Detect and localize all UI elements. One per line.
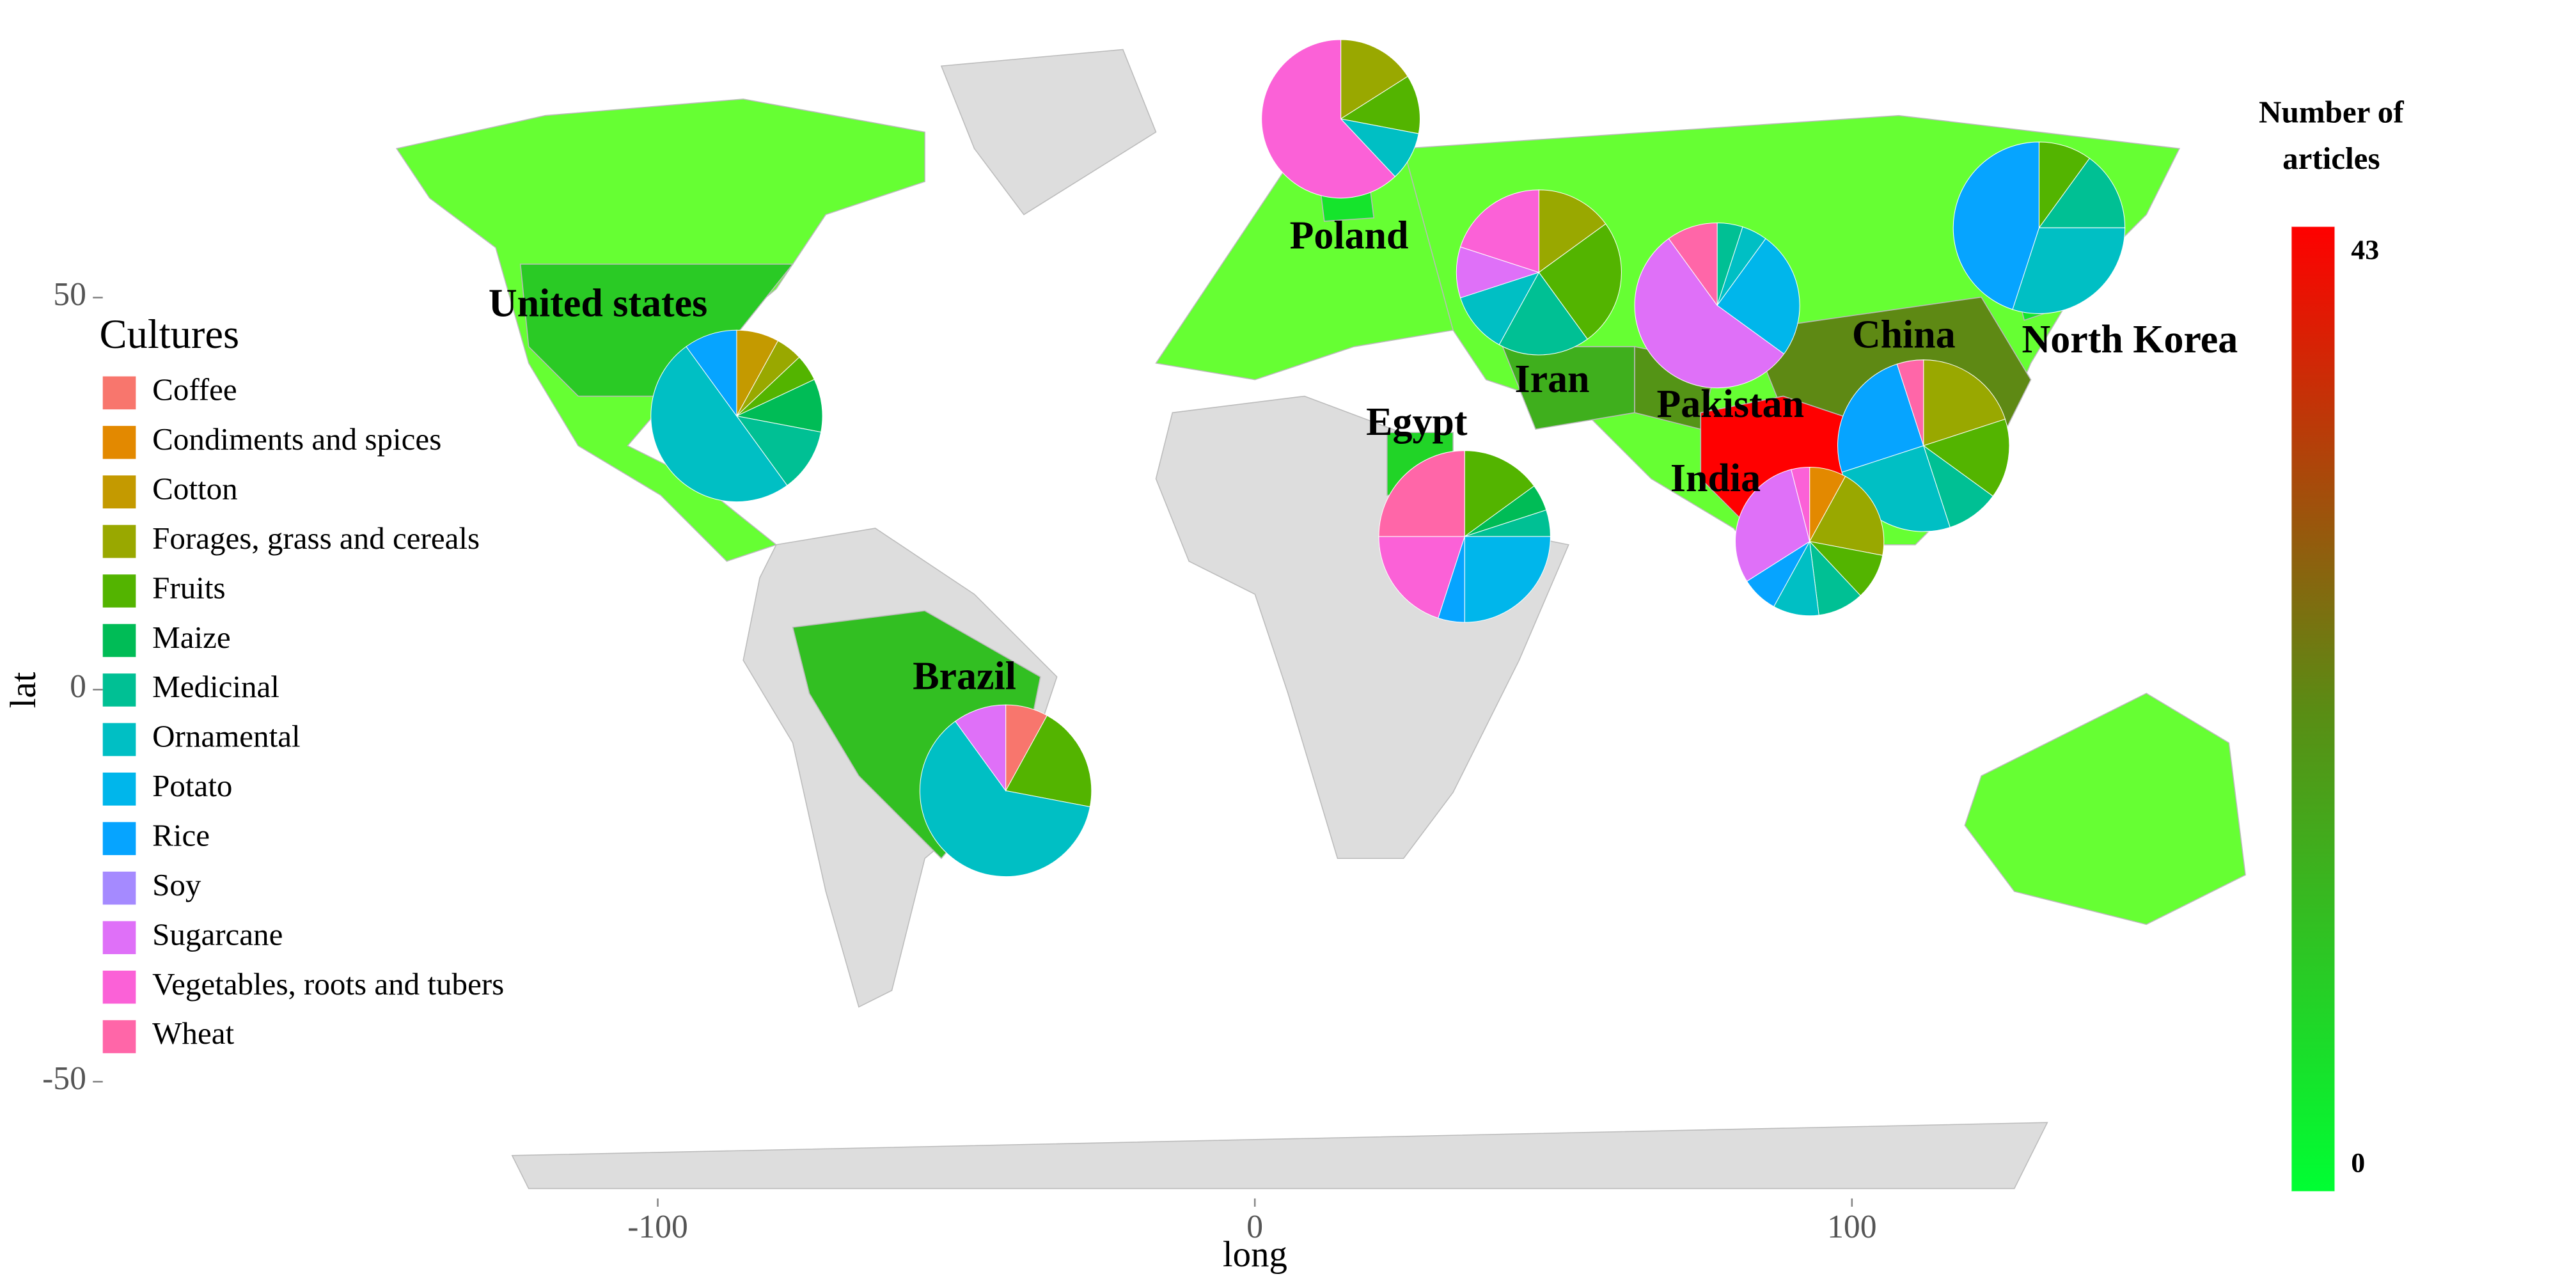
legend-swatch xyxy=(102,1020,136,1053)
pie-slice xyxy=(1378,536,1465,619)
pie-slice xyxy=(919,721,1091,877)
legend-swatch xyxy=(102,822,136,856)
legend-label: Fruits xyxy=(152,570,225,605)
y-tick-label: 0 xyxy=(70,668,86,705)
pie-slice xyxy=(955,704,1007,792)
pie-slice xyxy=(1459,189,1539,273)
legend-label: Medicinal xyxy=(152,669,279,704)
pie-slice xyxy=(1005,715,1092,808)
legend-title: Cultures xyxy=(100,311,240,357)
pie-slice xyxy=(1498,271,1588,356)
pie-slice xyxy=(1261,39,1396,199)
pie-slice xyxy=(1459,272,1540,345)
pie-slice xyxy=(650,346,788,503)
colorbar xyxy=(2291,226,2335,1192)
country-label: United states xyxy=(489,281,707,325)
legend-label: Vegetables, roots and tubers xyxy=(152,966,504,1002)
country-label: China xyxy=(1852,313,1956,356)
pie-slice xyxy=(1896,359,1924,446)
country-label: Poland xyxy=(1290,214,1409,257)
pie-slice xyxy=(1922,418,2010,497)
pie-slice xyxy=(1952,141,2039,310)
pie-slice xyxy=(1809,540,1861,616)
legend-label: Forages, grass and cereals xyxy=(152,521,480,556)
pie-slice xyxy=(1634,238,1785,389)
legend-label: Wheat xyxy=(152,1016,234,1051)
legend-label: Soy xyxy=(152,867,201,902)
country-label: Iran xyxy=(1514,358,1589,401)
pie-slice xyxy=(1464,450,1535,537)
legend-swatch xyxy=(102,723,136,757)
pie-slice xyxy=(2012,227,2126,314)
colorbar-tick-label: 43 xyxy=(2351,235,2379,265)
pie-slice xyxy=(1923,359,2006,446)
y-tick-label: -50 xyxy=(42,1060,86,1097)
country-label: Brazil xyxy=(913,655,1016,698)
legend-label: Cotton xyxy=(152,471,237,506)
pie-slice xyxy=(1668,222,1718,307)
pie-slice xyxy=(1791,466,1810,542)
colorbar-title: Number of articles xyxy=(2259,95,2404,176)
pie-slice xyxy=(1464,536,1551,623)
legend-swatch xyxy=(102,574,136,608)
legend-swatch xyxy=(102,871,136,905)
country-label: North Korea xyxy=(2022,318,2238,361)
legend-label: Rice xyxy=(152,817,210,853)
country-label: Egypt xyxy=(1366,400,1468,444)
pie-slice xyxy=(1837,363,1924,473)
pie-slice xyxy=(686,329,737,418)
legend-swatch xyxy=(102,425,136,459)
pie-slice xyxy=(1716,238,1800,355)
legend-label: Maize xyxy=(152,620,231,655)
legend-swatch xyxy=(102,624,136,657)
legend-swatch xyxy=(102,772,136,806)
pie-slice xyxy=(1340,75,1420,134)
legend-swatch xyxy=(102,970,136,1004)
x-tick-label: 100 xyxy=(1827,1209,1876,1245)
pie-slice xyxy=(1538,189,1606,273)
country-label: India xyxy=(1670,457,1761,500)
greenland xyxy=(940,49,1157,216)
pie-slice xyxy=(1378,450,1465,537)
legend-swatch xyxy=(102,673,136,707)
x-axis-label: long xyxy=(1223,1234,1287,1275)
pie-slice xyxy=(735,415,822,486)
pie-slice xyxy=(1809,476,1885,556)
pie-slice xyxy=(1456,246,1541,299)
pies: United states Poland Iran Pakistan China Nort… xyxy=(489,39,2238,877)
legend-label: Condiments and spices xyxy=(152,421,441,457)
pie-slice xyxy=(735,379,823,433)
pie-slice xyxy=(2038,157,2126,228)
pie-slice xyxy=(1735,469,1810,582)
antarctica xyxy=(511,1122,2048,1190)
x-tick-label: -100 xyxy=(627,1209,688,1245)
legend-label: Sugarcane xyxy=(152,916,283,952)
y-axis-label: lat xyxy=(3,672,43,708)
pie-slice xyxy=(2038,141,2091,229)
legend-label: Potato xyxy=(152,768,232,803)
x-tick-label: 0 xyxy=(1246,1209,1263,1245)
legend-swatch xyxy=(102,376,136,410)
pie-slice xyxy=(1340,118,1419,177)
country-label: Pakistan xyxy=(1656,382,1804,426)
pie-slice xyxy=(1538,223,1622,340)
legend-swatch xyxy=(102,921,136,954)
legend-swatch xyxy=(102,524,136,558)
legend-label: Coffee xyxy=(152,372,237,407)
australia xyxy=(1964,693,2246,925)
legend-swatch xyxy=(102,475,136,509)
pie-slice xyxy=(1809,540,1883,597)
pie-slice xyxy=(1340,39,1408,120)
pie-slice xyxy=(1773,540,1819,617)
legend-label: Ornamental xyxy=(152,719,300,754)
colorbar-tick-label: 0 xyxy=(2351,1147,2365,1178)
y-tick-label: 50 xyxy=(53,276,86,313)
pie-slice xyxy=(1922,444,1994,528)
